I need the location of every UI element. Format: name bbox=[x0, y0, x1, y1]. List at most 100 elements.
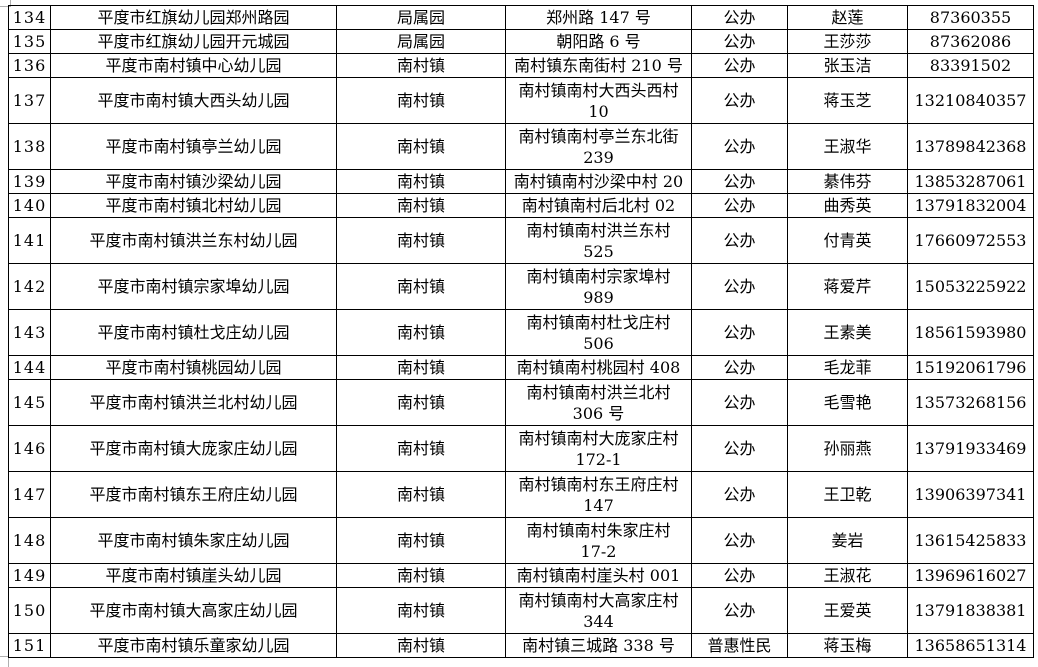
cell-type: 公办 bbox=[691, 563, 788, 588]
cell-contact-name: 张玉洁 bbox=[787, 53, 908, 78]
cell-contact-name: 孙丽燕 bbox=[787, 425, 908, 472]
cell-type: 公办 bbox=[691, 471, 788, 518]
cell-type: 公办 bbox=[691, 29, 788, 54]
table-row: 147 平度市南村镇东王府庄幼儿园 南村镇 南村镇南村东王府庄村 147 公办 王卫乾 13… bbox=[8, 471, 1034, 518]
cell-kindergarten-name: 平度市南村镇大西头幼儿园 bbox=[50, 77, 337, 124]
page-edge-artifact-bottom bbox=[0, 656, 9, 667]
cell-contact-name: 曲秀英 bbox=[787, 193, 908, 218]
table-row: 140 平度市南村镇北村幼儿园 南村镇 南村镇南村后北村 02 公办 曲秀英 1379183… bbox=[8, 193, 1034, 218]
cell-contact-name: 王卫乾 bbox=[787, 471, 908, 518]
cell-contact-name: 毛雪艳 bbox=[787, 379, 908, 426]
cell-kindergarten-name: 平度市南村镇朱家庄幼儿园 bbox=[50, 517, 337, 564]
cell-address: 南村镇三城路 338 号 bbox=[505, 633, 692, 658]
cell-township: 南村镇 bbox=[336, 169, 506, 194]
cell-type: 公办 bbox=[691, 425, 788, 472]
cell-number: 147 bbox=[8, 471, 51, 518]
cell-number: 149 bbox=[8, 563, 51, 588]
cell-township: 南村镇 bbox=[336, 217, 506, 264]
cell-type: 公办 bbox=[691, 379, 788, 426]
cell-township: 南村镇 bbox=[336, 379, 506, 426]
table-row: 142 平度市南村镇宗家埠幼儿园 南村镇 南村镇南村宗家埠村 989 公办 蒋爱芹 1505… bbox=[8, 263, 1034, 310]
cell-kindergarten-name: 平度市南村镇大庞家庄幼儿园 bbox=[50, 425, 337, 472]
cell-kindergarten-name: 平度市南村镇宗家埠幼儿园 bbox=[50, 263, 337, 310]
cell-phone: 17660972553 bbox=[907, 217, 1034, 264]
cell-number: 136 bbox=[8, 53, 51, 78]
cell-kindergarten-name: 平度市南村镇崖头幼儿园 bbox=[50, 563, 337, 588]
cell-number: 145 bbox=[8, 379, 51, 426]
cell-type: 公办 bbox=[691, 123, 788, 170]
cell-address: 郑州路 147 号 bbox=[505, 5, 692, 30]
cell-township: 局属园 bbox=[336, 5, 506, 30]
kindergarten-table: 134 平度市红旗幼儿园郑州路园 局属园 郑州路 147 号公办 赵莲 87360355 1… bbox=[8, 5, 1034, 658]
cell-number: 150 bbox=[8, 587, 51, 634]
table-row: 151 平度市南村镇乐童家幼儿园 南村镇 南村镇三城路 338 号普惠性民 蒋玉梅 136… bbox=[8, 633, 1034, 658]
cell-phone: 13791832004 bbox=[907, 193, 1034, 218]
cell-type: 公办 bbox=[691, 263, 788, 310]
cell-township: 南村镇 bbox=[336, 123, 506, 170]
cell-phone: 87362086 bbox=[907, 29, 1034, 54]
cell-type: 公办 bbox=[691, 517, 788, 564]
cell-kindergarten-name: 平度市南村镇东王府庄幼儿园 bbox=[50, 471, 337, 518]
cell-number: 146 bbox=[8, 425, 51, 472]
cell-number: 143 bbox=[8, 309, 51, 356]
cell-address: 南村镇南村宗家埠村 989 bbox=[505, 263, 692, 310]
table-row: 150 平度市南村镇大高家庄幼儿园 南村镇 南村镇南村大高家庄村 344 公办 王爱英 13… bbox=[8, 587, 1034, 634]
table-row: 139 平度市南村镇沙梁幼儿园 南村镇 南村镇南村沙梁中村 20 公办 綦伟芬 138532… bbox=[8, 169, 1034, 194]
cell-phone: 13210840357 bbox=[907, 77, 1034, 124]
cell-number: 134 bbox=[8, 5, 51, 30]
cell-contact-name: 蒋玉芝 bbox=[787, 77, 908, 124]
table-row: 135 平度市红旗幼儿园开元城园 局属园 朝阳路 6 号公办 王莎莎 87362086 bbox=[8, 29, 1034, 54]
cell-kindergarten-name: 平度市南村镇乐童家幼儿园 bbox=[50, 633, 337, 658]
cell-number: 140 bbox=[8, 193, 51, 218]
table-row: 146 平度市南村镇大庞家庄幼儿园 南村镇 南村镇南村大庞家庄村 172-1 公办 孙丽燕… bbox=[8, 425, 1034, 472]
table-row: 136 平度市南村镇中心幼儿园 南村镇 南村镇东南街村 210 号公办 张玉洁 83391… bbox=[8, 53, 1034, 78]
cell-contact-name: 王莎莎 bbox=[787, 29, 908, 54]
cell-phone: 13791933469 bbox=[907, 425, 1034, 472]
cell-type: 公办 bbox=[691, 355, 788, 380]
table-row: 148 平度市南村镇朱家庄幼儿园 南村镇 南村镇南村朱家庄村 17-2 公办 姜岩 1361… bbox=[8, 517, 1034, 564]
cell-type: 公办 bbox=[691, 587, 788, 634]
cell-phone: 13853287061 bbox=[907, 169, 1034, 194]
cell-township: 南村镇 bbox=[336, 425, 506, 472]
cell-kindergarten-name: 平度市南村镇北村幼儿园 bbox=[50, 193, 337, 218]
cell-township: 南村镇 bbox=[336, 263, 506, 310]
cell-township: 南村镇 bbox=[336, 53, 506, 78]
cell-contact-name: 姜岩 bbox=[787, 517, 908, 564]
cell-contact-name: 毛龙菲 bbox=[787, 355, 908, 380]
cell-township: 南村镇 bbox=[336, 471, 506, 518]
cell-number: 144 bbox=[8, 355, 51, 380]
cell-contact-name: 蒋玉梅 bbox=[787, 633, 908, 658]
cell-kindergarten-name: 平度市南村镇桃园幼儿园 bbox=[50, 355, 337, 380]
cell-number: 142 bbox=[8, 263, 51, 310]
page-edge-artifact-top bbox=[0, 0, 11, 7]
cell-number: 137 bbox=[8, 77, 51, 124]
cell-township: 南村镇 bbox=[336, 517, 506, 564]
cell-phone: 13791838381 bbox=[907, 587, 1034, 634]
cell-address: 南村镇南村洪兰东村 525 bbox=[505, 217, 692, 264]
cell-contact-name: 赵莲 bbox=[787, 5, 908, 30]
cell-address: 南村镇南村洪兰北村 306 号 bbox=[505, 379, 692, 426]
cell-kindergarten-name: 平度市南村镇洪兰东村幼儿园 bbox=[50, 217, 337, 264]
cell-kindergarten-name: 平度市南村镇亭兰幼儿园 bbox=[50, 123, 337, 170]
cell-address: 南村镇南村桃园村 408 bbox=[505, 355, 692, 380]
cell-kindergarten-name: 平度市红旗幼儿园郑州路园 bbox=[50, 5, 337, 30]
cell-address: 南村镇南村崖头村 001 bbox=[505, 563, 692, 588]
cell-township: 南村镇 bbox=[336, 355, 506, 380]
cell-address: 南村镇南村东王府庄村 147 bbox=[505, 471, 692, 518]
cell-township: 南村镇 bbox=[336, 633, 506, 658]
cell-phone: 83391502 bbox=[907, 53, 1034, 78]
cell-kindergarten-name: 平度市南村镇中心幼儿园 bbox=[50, 53, 337, 78]
cell-address: 南村镇南村朱家庄村 17-2 bbox=[505, 517, 692, 564]
cell-contact-name: 王淑华 bbox=[787, 123, 908, 170]
cell-kindergarten-name: 平度市红旗幼儿园开元城园 bbox=[50, 29, 337, 54]
cell-township: 南村镇 bbox=[336, 563, 506, 588]
cell-type: 公办 bbox=[691, 309, 788, 356]
cell-contact-name: 王爱英 bbox=[787, 587, 908, 634]
cell-phone: 13789842368 bbox=[907, 123, 1034, 170]
cell-kindergarten-name: 平度市南村镇杜戈庄幼儿园 bbox=[50, 309, 337, 356]
cell-address: 南村镇南村亭兰东北街 239 bbox=[505, 123, 692, 170]
cell-type: 普惠性民 bbox=[691, 633, 788, 658]
cell-number: 135 bbox=[8, 29, 51, 54]
cell-contact-name: 王素美 bbox=[787, 309, 908, 356]
cell-number: 138 bbox=[8, 123, 51, 170]
